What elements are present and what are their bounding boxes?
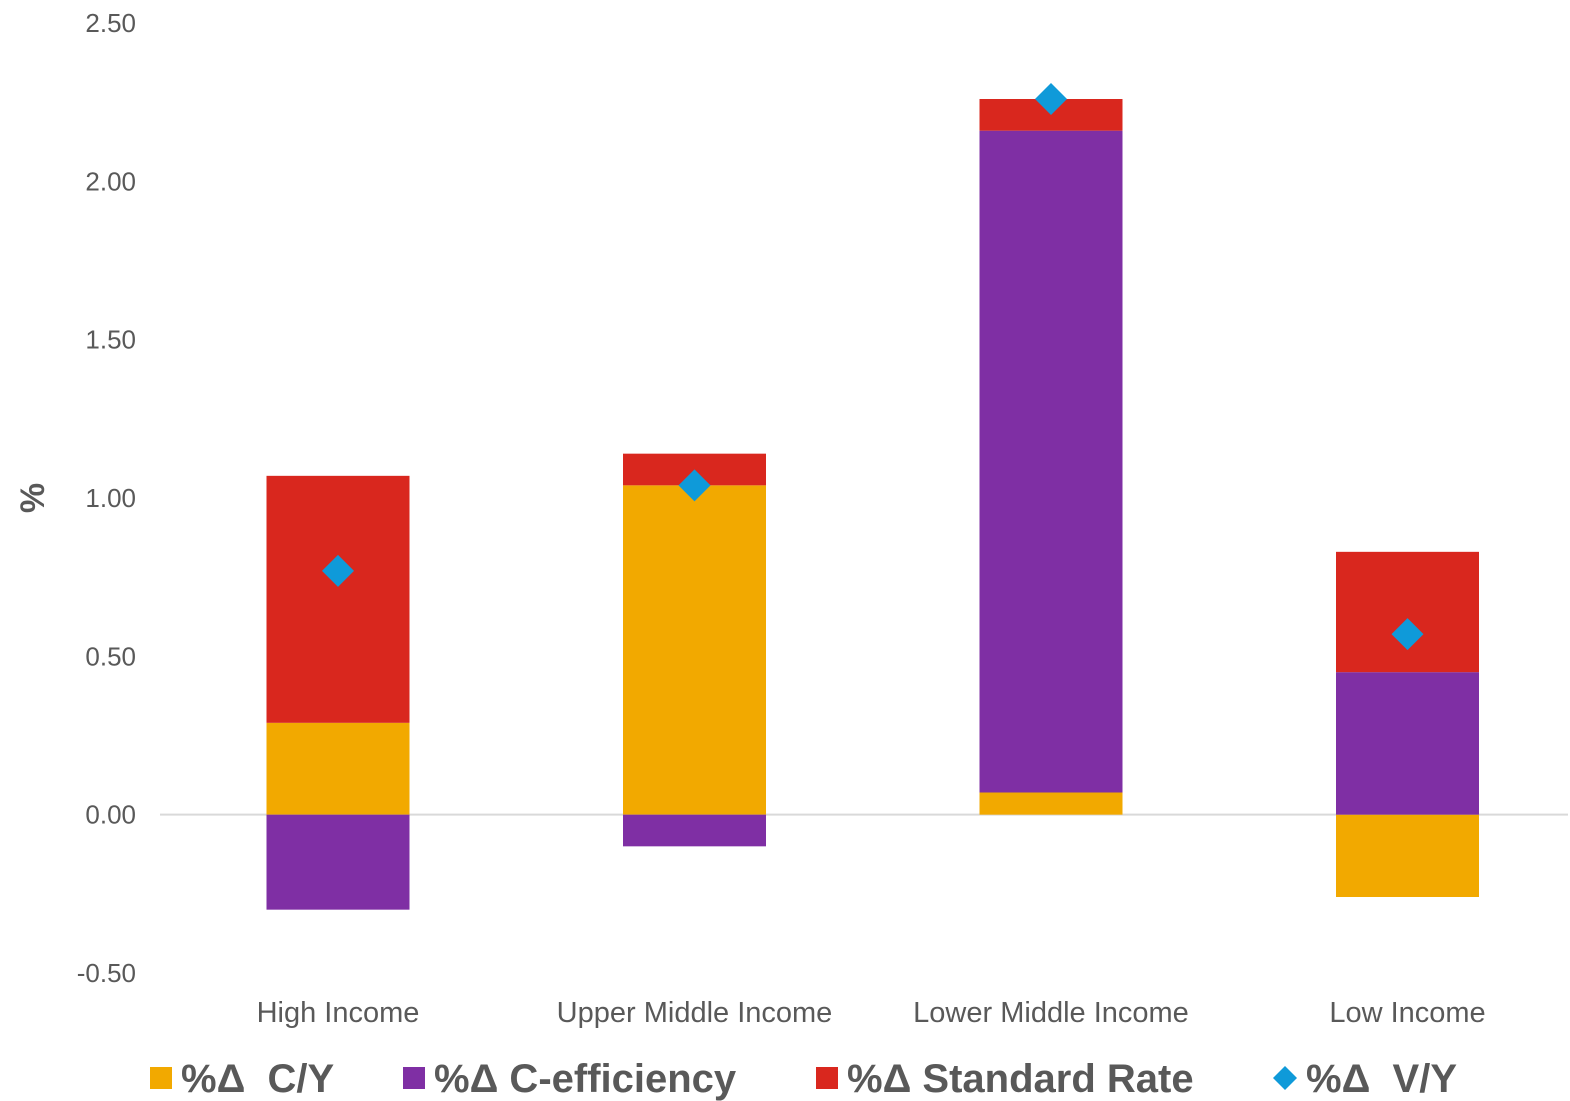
legend-label: %Δ C/Y xyxy=(181,1057,335,1101)
bar-segment xyxy=(979,792,1123,815)
bars-group xyxy=(266,99,1479,910)
bar-segment xyxy=(266,475,410,723)
legend-label: %Δ V/Y xyxy=(1306,1057,1457,1101)
vy-marker xyxy=(1391,618,1424,651)
vy-marker xyxy=(322,554,354,587)
markers-group xyxy=(322,83,1424,651)
bar-segment xyxy=(266,814,410,910)
legend-swatch xyxy=(150,1067,172,1089)
y-tick-label: -0.50 xyxy=(77,958,136,988)
legend: %Δ C/Y %Δ C-efficiency %Δ Standard Rate %Δ … xyxy=(150,1057,1457,1101)
y-tick-label: 0.50 xyxy=(85,641,136,671)
bar-segment xyxy=(623,485,766,815)
y-tick-label: 0.00 xyxy=(85,800,136,830)
bar-segment xyxy=(1336,814,1479,897)
bar-segment xyxy=(1336,672,1479,815)
bar-segment xyxy=(266,722,410,815)
y-tick-label: 2.00 xyxy=(85,166,136,196)
bar-segment xyxy=(623,814,766,847)
category-label: Lower Middle Income xyxy=(913,997,1189,1029)
category-label: High Income xyxy=(257,997,420,1029)
category-label: Upper Middle Income xyxy=(557,997,833,1029)
vy-marker xyxy=(678,469,711,502)
y-tick-label: 1.00 xyxy=(85,483,136,513)
legend-swatch-diamond xyxy=(1273,1066,1297,1090)
bar-segment xyxy=(979,130,1123,793)
vy-marker xyxy=(1035,83,1067,115)
category-label: Low Income xyxy=(1329,997,1485,1029)
y-axis-ticks: 2.50 2.00 1.50 1.00 0.50 0.00 -0.50 xyxy=(77,8,136,988)
legend-label: %Δ C-efficiency xyxy=(434,1057,737,1101)
y-tick-label: 1.50 xyxy=(85,325,136,355)
legend-swatch xyxy=(403,1067,425,1089)
bar-segment xyxy=(1336,551,1479,673)
y-axis-label: % xyxy=(14,483,52,513)
legend-swatch xyxy=(816,1067,838,1089)
category-labels: High Income Upper Middle Income Lower Midd… xyxy=(257,997,1486,1029)
y-tick-label: 2.50 xyxy=(85,8,136,38)
legend-label: %Δ Standard Rate xyxy=(847,1057,1194,1101)
